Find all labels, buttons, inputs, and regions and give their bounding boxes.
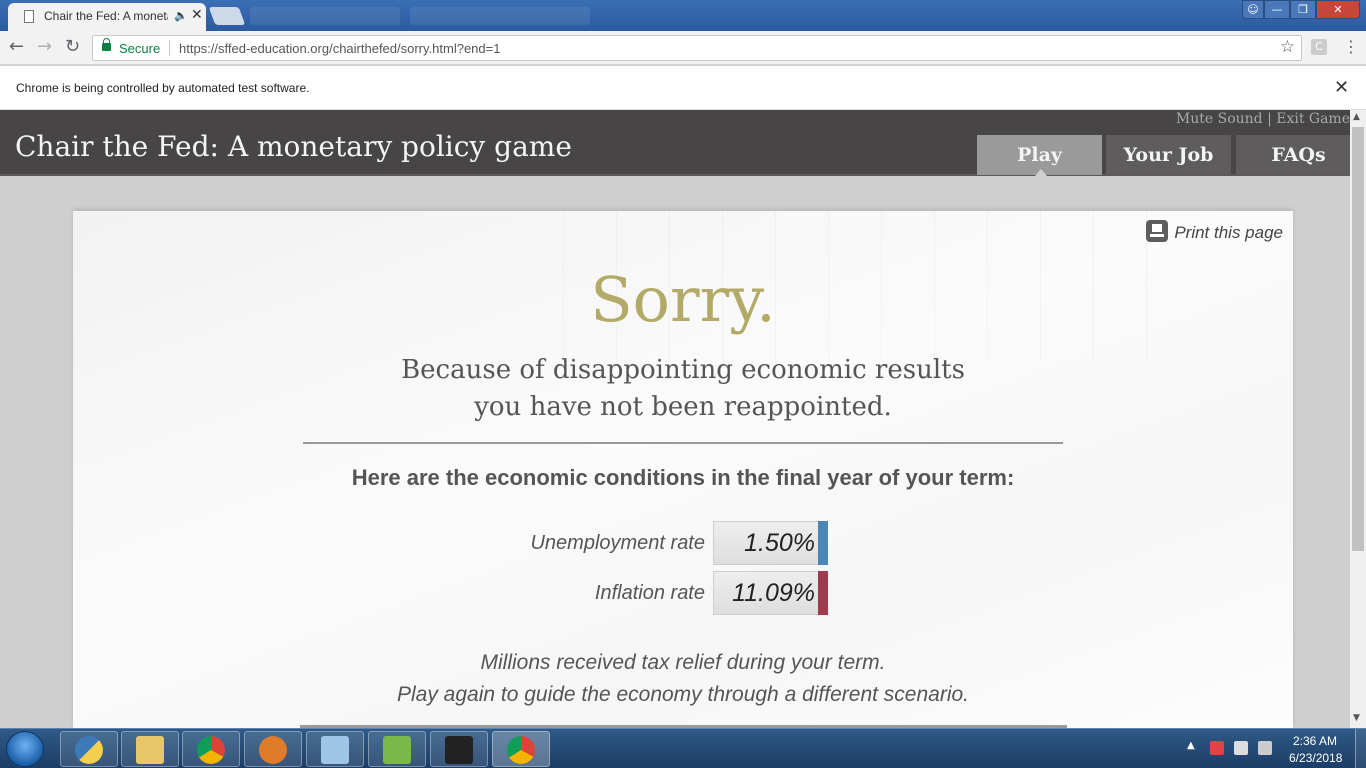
extension-icon[interactable]: C <box>1311 39 1327 55</box>
browser-tab-strip: Chair the Fed: A monetary policy game 🔈 … <box>0 0 1366 31</box>
chrome-icon <box>507 736 535 764</box>
power-icon[interactable] <box>1258 741 1272 755</box>
user-profile-icon[interactable]: ☺ <box>1242 0 1264 19</box>
forward-arrow-icon[interactable]: → <box>37 36 53 57</box>
address-bar[interactable]: Secure https://sffed-education.org/chair… <box>92 35 1302 61</box>
infobar-close-icon[interactable]: ✕ <box>1334 77 1350 98</box>
unemployment-label: Unemployment rate <box>530 532 705 554</box>
secure-label: Secure <box>119 41 161 56</box>
page-scrollbar[interactable]: ▲ ▼ <box>1350 110 1366 728</box>
tab-title: Chair the Fed: A monetary policy game <box>44 9 168 23</box>
clock-time[interactable]: 2:36 AM <box>1293 734 1338 748</box>
background-window-tab <box>250 7 400 25</box>
chrome-icon <box>197 736 225 764</box>
decorative-background <box>563 211 1153 361</box>
page-icon <box>24 10 34 23</box>
lock-icon <box>102 38 111 51</box>
window-controls: ☺ — ❐ ✕ <box>1242 0 1360 20</box>
notes-icon <box>321 736 349 764</box>
scroll-up-icon[interactable]: ▲ <box>1353 112 1360 122</box>
kebab-menu-icon[interactable]: ⋮ <box>1343 37 1359 56</box>
tray-expand-icon[interactable]: ▲ <box>1187 740 1195 751</box>
unemployment-indicator-bar <box>818 521 828 565</box>
automation-infobar: Chrome is being controlled by automated … <box>0 66 1366 110</box>
tab-your-job[interactable]: Your Job <box>1106 135 1231 175</box>
header-links[interactable]: Mute Sound | Exit Game <box>1175 111 1350 127</box>
inflation-value: 11.09% <box>732 579 815 607</box>
address-divider <box>169 40 170 56</box>
unemployment-value: 1.50% <box>744 529 815 557</box>
bookmark-star-icon[interactable]: ☆ <box>1279 37 1295 57</box>
tab-play[interactable]: Play <box>977 135 1102 175</box>
show-desktop-button[interactable] <box>1355 729 1366 768</box>
new-tab-button[interactable] <box>208 7 246 25</box>
taskbar-file-explorer[interactable] <box>121 731 179 767</box>
browser-toolbar: ← → ↻ Secure https://sffed-education.org… <box>0 31 1366 65</box>
page-title: Sorry. <box>590 263 776 336</box>
maximize-button[interactable]: ❐ <box>1290 0 1316 19</box>
result-message-line: Because of disappointing economic result… <box>401 355 965 385</box>
section-divider <box>300 725 1067 728</box>
taskbar-sync-app[interactable] <box>244 731 302 767</box>
print-label: Print this page <box>1174 223 1283 242</box>
inflation-value-box: 11.09% <box>713 571 828 615</box>
result-card: Print this page Sorry. Because of disapp… <box>73 211 1293 728</box>
outcome-note: Millions received tax relief during your… <box>480 651 886 674</box>
unemployment-value-box: 1.50% <box>713 521 828 565</box>
scroll-thumb[interactable] <box>1352 127 1364 551</box>
url-text[interactable]: https://sffed-education.org/chairthefed/… <box>179 41 501 56</box>
section-divider <box>303 442 1063 444</box>
site-title: Chair the Fed: A monetary policy game <box>15 130 572 163</box>
background-window-tab <box>410 7 590 25</box>
scroll-down-icon[interactable]: ▼ <box>1353 713 1360 723</box>
inflation-label: Inflation rate <box>594 582 705 604</box>
start-button[interactable] <box>6 731 44 767</box>
taskbar: ▲ 2:36 AM 6/23/2018 <box>0 728 1366 768</box>
inflation-indicator-bar <box>818 571 828 615</box>
network-icon[interactable] <box>1234 741 1248 755</box>
back-arrow-icon[interactable]: ← <box>9 36 25 57</box>
folder-icon <box>136 736 164 764</box>
print-page-link[interactable]: Print this page <box>1146 220 1283 243</box>
python-icon <box>75 736 103 764</box>
editor-icon <box>383 736 411 764</box>
audio-playing-icon[interactable]: 🔈 <box>174 9 188 22</box>
site-header: Chair the Fed: A monetary policy game Mu… <box>0 110 1361 176</box>
terminal-icon <box>445 736 473 764</box>
taskbar-python-app[interactable] <box>60 731 118 767</box>
taskbar-terminal[interactable] <box>430 731 488 767</box>
close-window-button[interactable]: ✕ <box>1316 0 1360 19</box>
printer-icon <box>1146 220 1169 242</box>
taskbar-notes-app[interactable] <box>306 731 364 767</box>
active-tab-pointer <box>1035 169 1047 176</box>
conditions-heading: Here are the economic conditions in the … <box>351 465 1015 490</box>
reload-icon[interactable]: ↻ <box>65 36 81 57</box>
sync-icon <box>259 736 287 764</box>
browser-tab-active[interactable]: Chair the Fed: A monetary policy game 🔈 … <box>8 3 206 31</box>
taskbar-chrome-active[interactable] <box>492 731 550 767</box>
result-message-line: you have not been reappointed. <box>474 392 892 422</box>
play-again-note: Play again to guide the economy through … <box>396 683 970 706</box>
taskbar-chrome[interactable] <box>182 731 240 767</box>
tab-faqs[interactable]: FAQs <box>1236 135 1361 175</box>
taskbar-editor-app[interactable] <box>368 731 426 767</box>
infobar-message: Chrome is being controlled by automated … <box>16 81 310 95</box>
result-message: Because of disappointing economic result… <box>73 352 1293 426</box>
tab-close-icon[interactable]: ✕ <box>191 7 203 23</box>
volume-muted-icon[interactable] <box>1210 741 1224 755</box>
minimize-button[interactable]: — <box>1264 0 1290 19</box>
clock-date[interactable]: 6/23/2018 <box>1289 751 1343 765</box>
